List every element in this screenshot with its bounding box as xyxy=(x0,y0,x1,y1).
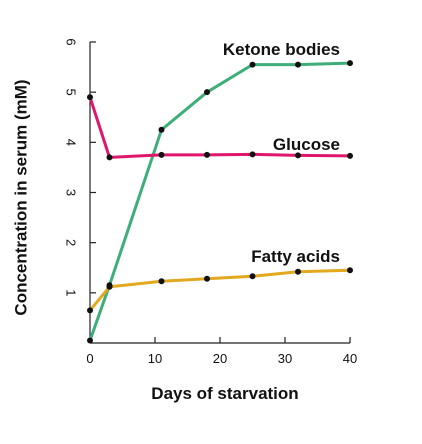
ketone-bodies-point xyxy=(347,60,353,67)
glucose-point xyxy=(158,151,165,158)
x-tick-label: 10 xyxy=(148,351,162,366)
fatty-acids-point xyxy=(204,275,210,282)
ketone-bodies-label: Ketone bodies xyxy=(223,40,340,59)
ketone-bodies-line xyxy=(88,61,352,342)
y-tick-label: 1 xyxy=(64,289,79,296)
x-tick-label: 0 xyxy=(86,351,93,366)
fatty-acids-point xyxy=(106,283,113,290)
fatty-acids-point xyxy=(158,278,165,285)
y-tick-label: 2 xyxy=(64,239,79,246)
y-axis-title: Concentration in serum (mM) xyxy=(11,79,30,315)
fatty-acids-point xyxy=(249,273,256,280)
chart-axes xyxy=(89,42,350,344)
y-tick-label: 5 xyxy=(64,89,79,96)
series-labels: Ketone bodies Glucose Fatty acids xyxy=(223,40,340,266)
glucose-point xyxy=(204,151,210,158)
ketone-bodies-point xyxy=(249,61,256,68)
ketone-bodies-point xyxy=(204,89,210,96)
glucose-label: Glucose xyxy=(273,135,340,154)
glucose-point xyxy=(295,152,301,159)
ketone-bodies-point xyxy=(295,61,301,68)
glucose-point xyxy=(87,94,93,101)
series-points xyxy=(87,60,353,344)
glucose-point xyxy=(106,154,113,161)
fatty-acids-label: Fatty acids xyxy=(251,247,340,266)
y-tick-label: 4 xyxy=(64,139,79,146)
x-tick-label: 30 xyxy=(278,351,292,366)
fatty-acids-point xyxy=(295,268,301,275)
series-lines xyxy=(88,61,352,342)
y-tick-label: 3 xyxy=(64,189,79,196)
ketone-bodies-point xyxy=(87,337,93,344)
fatty-acids-point xyxy=(87,307,93,314)
x-tick-label: 20 xyxy=(213,351,227,366)
x-tick-label: 40 xyxy=(343,351,357,366)
glucose-point xyxy=(347,152,353,159)
fatty-acids-line xyxy=(88,268,352,312)
fatty-acids-point xyxy=(347,267,353,274)
x-axis-title: Days of starvation xyxy=(151,384,298,403)
ketone-bodies-point xyxy=(158,126,165,133)
glucose-point xyxy=(249,151,256,158)
axis-ticks: 0 10 20 30 40 1 2 3 4 5 6 xyxy=(64,38,358,366)
y-tick-label: 6 xyxy=(64,38,79,45)
